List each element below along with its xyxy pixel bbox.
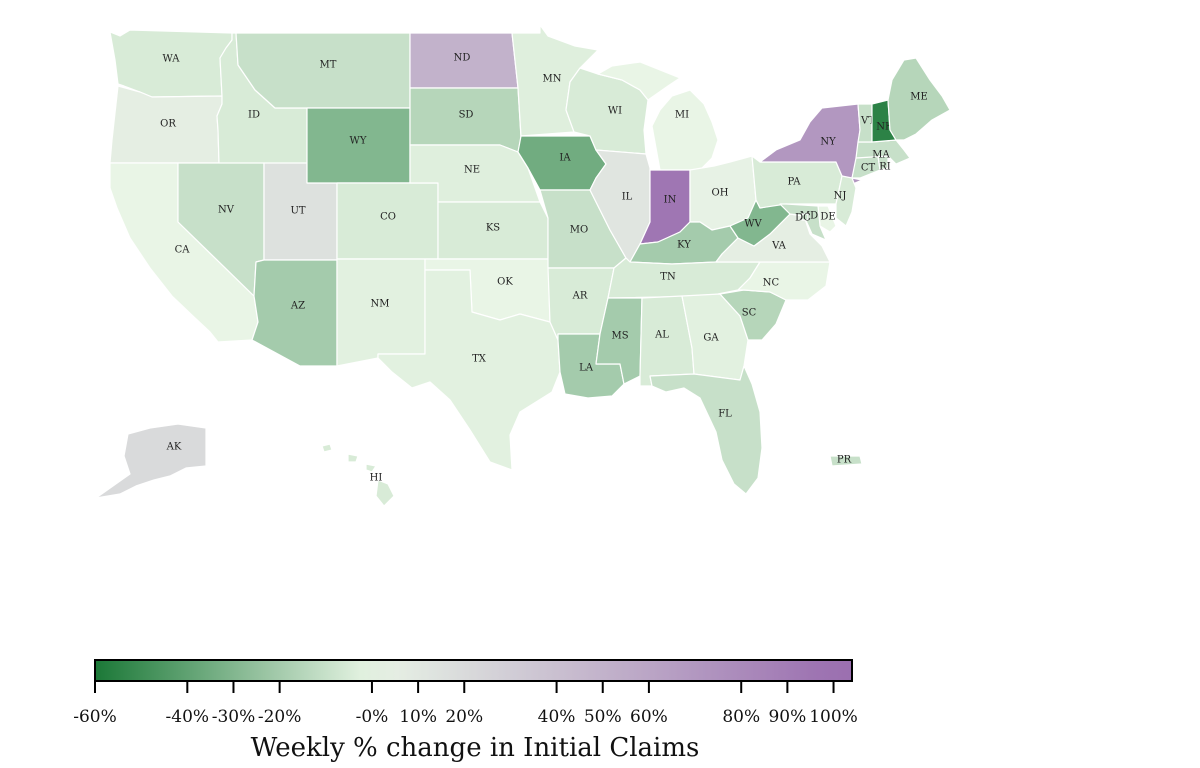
state-label-az: AZ — [290, 301, 305, 312]
state-label-dc: DC — [795, 213, 811, 224]
legend-tick-label: 10% — [399, 707, 437, 727]
state-ak[interactable]: AK — [95, 423, 207, 499]
state-fl[interactable]: FL — [649, 365, 763, 495]
state-label-nm: NM — [371, 299, 390, 310]
state-label-ma: MA — [872, 150, 890, 161]
state-label-vt: VT — [860, 116, 875, 127]
state-label-ok: OK — [497, 277, 513, 288]
state-dc[interactable]: DC — [795, 213, 811, 224]
state-label-co: CO — [380, 212, 396, 223]
state-label-il: IL — [622, 192, 633, 203]
legend-tick-label: 50% — [584, 707, 622, 727]
state-label-ga: GA — [703, 333, 719, 344]
state-label-ne: NE — [464, 165, 480, 176]
state-mt[interactable]: MT — [235, 32, 411, 109]
state-label-oh: OH — [712, 188, 729, 199]
state-label-ms: MS — [611, 331, 628, 342]
state-wa[interactable]: WA — [109, 29, 233, 98]
state-label-wy: WY — [350, 136, 367, 147]
state-md[interactable]: MD — [779, 203, 827, 241]
legend-tick-label: -60% — [73, 707, 117, 727]
legend-colorbar — [94, 659, 853, 682]
state-label-wv: WV — [744, 219, 762, 230]
legend-tick-label: -0% — [356, 707, 389, 727]
state-sd[interactable]: SD — [409, 87, 522, 153]
state-nm[interactable]: NM — [336, 258, 426, 367]
state-label-md: MD — [800, 211, 818, 222]
legend-tick-label: 20% — [445, 707, 483, 727]
state-label-sc: SC — [742, 308, 757, 319]
legend-tick-label: 40% — [538, 707, 576, 727]
state-hi[interactable]: HI — [321, 443, 395, 507]
state-label-de: DE — [820, 212, 835, 223]
state-ks[interactable]: KS — [437, 201, 549, 260]
state-label-nd: ND — [454, 53, 471, 64]
state-label-id: ID — [248, 110, 260, 121]
legend-tick-label: -20% — [258, 707, 302, 727]
state-label-wa: WA — [162, 54, 180, 65]
legend-tick-label: -40% — [166, 707, 210, 727]
state-label-nj: NJ — [834, 191, 847, 202]
state-label-sd: SD — [459, 110, 474, 121]
state-tx[interactable]: TX — [377, 269, 561, 471]
state-label-ky: KY — [677, 240, 691, 251]
legend-tick-label: 100% — [809, 707, 858, 727]
us-choropleth-map: WA OR CA ID NV UT AZ MT WY CO — [95, 24, 951, 507]
state-label-ak: AK — [166, 442, 182, 453]
state-label-va: VA — [771, 241, 787, 252]
state-label-mn: MN — [543, 74, 562, 85]
state-label-hi: HI — [370, 473, 383, 484]
state-nd[interactable]: ND — [409, 32, 519, 89]
state-or[interactable]: OR — [109, 85, 223, 164]
state-label-pa: PA — [787, 177, 801, 188]
state-me[interactable]: ME — [887, 57, 951, 141]
state-label-nv: NV — [218, 205, 235, 216]
state-label-ks: KS — [486, 223, 500, 234]
legend-tick-label: 80% — [722, 707, 760, 727]
state-label-ca: CA — [175, 245, 191, 256]
color-legend: -60% -40% -30% -20% -0% 10% 20% 40% 50% 60% 80% 90%… — [73, 659, 858, 727]
state-label-tn: TN — [660, 272, 676, 283]
state-label-la: LA — [579, 363, 594, 374]
state-pa[interactable]: PA — [751, 155, 843, 209]
state-label-ar: AR — [572, 291, 588, 302]
state-label-wi: WI — [608, 106, 622, 117]
state-label-tx: TX — [472, 354, 487, 365]
state-az[interactable]: AZ — [251, 259, 338, 367]
state-label-ct: CT — [861, 163, 876, 174]
state-label-ri: RI — [879, 162, 891, 173]
state-label-me: ME — [910, 92, 928, 103]
state-label-in: IN — [664, 195, 677, 206]
state-pr[interactable]: PR — [829, 455, 863, 467]
legend-tick-label: -30% — [212, 707, 256, 727]
state-label-mo: MO — [570, 225, 588, 236]
state-co[interactable]: CO — [336, 182, 439, 260]
state-label-pr: PR — [837, 455, 852, 466]
state-nj[interactable]: NJ — [834, 175, 857, 227]
state-vt[interactable]: VT — [857, 103, 875, 143]
legend-title: Weekly % change in Initial Claims — [250, 733, 700, 763]
state-mi[interactable]: MI — [597, 61, 719, 171]
state-nc[interactable]: NC — [737, 261, 831, 301]
state-label-nc: NC — [763, 278, 780, 289]
state-label-or: OR — [160, 119, 176, 130]
legend-ticks: -60% -40% -30% -20% -0% 10% 20% 40% 50% 60% 80% 90%… — [73, 681, 858, 727]
state-label-fl: FL — [718, 409, 732, 420]
state-label-mt: MT — [320, 60, 337, 71]
state-wy[interactable]: WY — [306, 107, 411, 184]
state-label-ia: IA — [559, 153, 571, 164]
state-label-mi: MI — [675, 110, 689, 121]
state-label-al: AL — [654, 330, 669, 341]
state-label-nh: NH — [876, 122, 894, 133]
legend-tick-label: 90% — [768, 707, 806, 727]
state-label-ut: UT — [290, 206, 305, 217]
legend-tick-label: 60% — [630, 707, 668, 727]
state-label-ny: NY — [820, 137, 836, 148]
